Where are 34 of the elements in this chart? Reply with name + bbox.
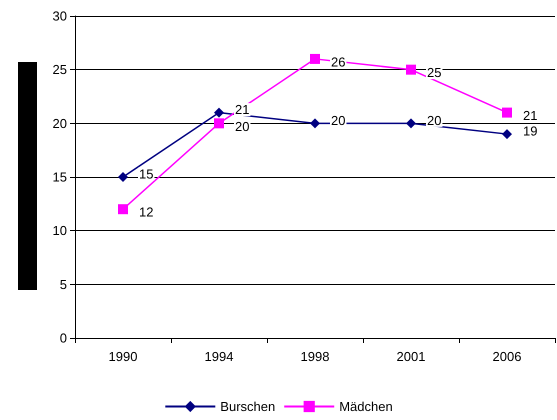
data-label: 21 [523, 108, 538, 124]
data-label: 20 [427, 112, 442, 128]
x-tick-label: 1990 [108, 349, 138, 364]
y-tick-label: 20 [52, 116, 67, 131]
data-label: 20 [235, 118, 250, 134]
y-tick-label: 15 [52, 170, 67, 184]
data-label: 21 [235, 102, 250, 118]
legend-label: Mädchen [339, 399, 393, 414]
data-label: 15 [139, 166, 154, 182]
point [310, 118, 320, 128]
y-tick-label: 25 [52, 62, 67, 78]
y-tick-label: 10 [52, 223, 67, 238]
data-label: 20 [331, 112, 346, 128]
point [214, 108, 224, 118]
x-tick-label: 1994 [204, 349, 234, 364]
point [406, 118, 416, 128]
y-tick-label: 5 [60, 276, 67, 292]
data-label: 25 [427, 65, 442, 80]
point [502, 129, 512, 140]
x-tick-label: 2001 [396, 349, 426, 364]
data-label: 26 [331, 54, 346, 70]
point [214, 118, 224, 128]
point [406, 64, 416, 75]
x-tick-label: 1998 [300, 349, 330, 364]
y-tick-label: 30 [52, 8, 67, 24]
x-tick-label: 2006 [492, 349, 522, 364]
point [310, 54, 320, 64]
point [118, 204, 128, 214]
point [502, 108, 512, 118]
data-label: 19 [523, 124, 538, 139]
y-tick-label: 0 [60, 330, 67, 346]
data-label: 12 [139, 204, 154, 220]
point [118, 172, 128, 182]
legend-label: Burschen [220, 399, 276, 414]
